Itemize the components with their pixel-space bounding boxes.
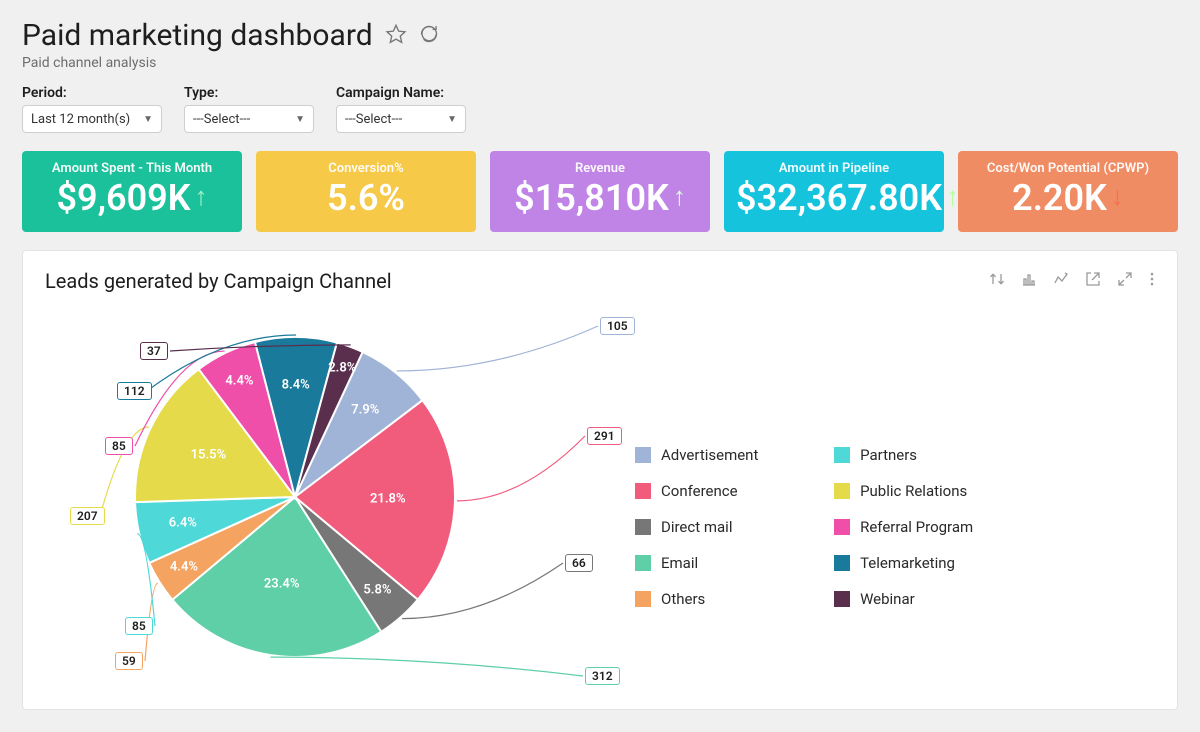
kpi-value: $9,609K↑ <box>56 180 207 218</box>
legend-swatch <box>834 555 850 571</box>
page-subtitle: Paid channel analysis <box>22 55 1178 71</box>
page-title: Paid marketing dashboard <box>22 18 373 53</box>
filter-select-1[interactable]: ---Select--- ▼ <box>184 105 314 133</box>
legend-item[interactable]: Telemarketing <box>834 554 973 572</box>
legend-swatch <box>635 483 651 499</box>
refresh-icon[interactable] <box>419 24 439 48</box>
legend-item[interactable]: Webinar <box>834 590 973 608</box>
slice-value-callout: 291 <box>587 427 622 445</box>
filter-bar: Period: Last 12 month(s) ▼ Type: ---Select--… <box>22 85 1178 133</box>
legend-swatch <box>635 591 651 607</box>
filter-label: Campaign Name: <box>336 85 466 101</box>
slice-value-callout: 207 <box>70 507 105 525</box>
trend-up-icon: ↑ <box>946 184 959 210</box>
favorite-icon[interactable] <box>385 23 407 49</box>
legend-swatch <box>834 519 850 535</box>
filter-label: Period: <box>22 85 162 101</box>
chart-toolbar <box>989 271 1155 291</box>
legend-label: Email <box>661 554 698 572</box>
legend-swatch <box>834 447 850 463</box>
slice-value-callout: 312 <box>585 667 620 685</box>
legend-swatch <box>635 519 651 535</box>
slice-value-callout: 105 <box>600 317 635 335</box>
trend-up-icon: ↑ <box>195 184 208 210</box>
kpi-card: Amount in Pipeline$32,367.80K↑ <box>724 151 944 232</box>
filter-value: ---Select--- <box>345 112 402 127</box>
kpi-title: Revenue <box>502 161 698 176</box>
pie-chart: 7.9%10521.8%2915.8%6623.4%3124.4%596.4%8… <box>45 297 605 697</box>
legend-swatch <box>834 483 850 499</box>
legend-label: Partners <box>860 446 917 464</box>
bar-chart-icon[interactable] <box>1021 271 1037 291</box>
legend-label: Referral Program <box>860 518 973 536</box>
kpi-title: Cost/Won Potential (CPWP) <box>970 161 1166 176</box>
legend-item[interactable]: Partners <box>834 446 973 464</box>
filter-label: Type: <box>184 85 314 101</box>
chart-title: Leads generated by Campaign Channel <box>45 269 392 293</box>
open-external-icon[interactable] <box>1085 271 1101 291</box>
kpi-card: Conversion% 5.6% <box>256 151 476 232</box>
chevron-down-icon: ▼ <box>295 114 305 125</box>
filter-select-0[interactable]: Last 12 month(s) ▼ <box>22 105 162 133</box>
legend-label: Conference <box>661 482 738 500</box>
legend-label: Others <box>661 590 705 608</box>
kpi-title: Amount Spent - This Month <box>34 161 230 176</box>
legend-label: Direct mail <box>661 518 732 536</box>
legend-item[interactable]: Referral Program <box>834 518 973 536</box>
kpi-row: Amount Spent - This Month $9,609K↑ Convers… <box>22 151 1178 232</box>
legend-item[interactable]: Public Relations <box>834 482 973 500</box>
legend-label: Advertisement <box>661 446 758 464</box>
kpi-card: Amount Spent - This Month $9,609K↑ <box>22 151 242 232</box>
slice-value-callout: 66 <box>565 554 593 572</box>
edit-chart-icon[interactable] <box>1053 271 1069 291</box>
legend-item[interactable]: Email <box>635 554 774 572</box>
kpi-value: $15,810K↑ <box>514 180 686 218</box>
chart-card: Leads generated by Campaign Channel <box>22 250 1178 710</box>
trend-up-icon: ↑ <box>673 184 686 210</box>
legend-label: Public Relations <box>860 482 967 500</box>
expand-icon[interactable] <box>1117 271 1133 291</box>
filter-value: Last 12 month(s) <box>31 112 130 127</box>
trend-down-icon: ↓ <box>1111 184 1124 210</box>
legend-swatch <box>635 447 651 463</box>
kpi-title: Conversion% <box>268 161 464 176</box>
kpi-title: Amount in Pipeline <box>736 161 932 176</box>
legend-swatch <box>834 591 850 607</box>
kpi-value: 2.20K↓ <box>1012 180 1124 218</box>
legend-item[interactable]: Advertisement <box>635 446 774 464</box>
kpi-value: $32,367.80K↑ <box>736 180 959 218</box>
filter-value: ---Select--- <box>193 112 250 127</box>
kpi-card: Revenue $15,810K↑ <box>490 151 710 232</box>
kpi-card: Cost/Won Potential (CPWP) 2.20K↓ <box>958 151 1178 232</box>
legend-swatch <box>635 555 651 571</box>
legend-item[interactable]: Direct mail <box>635 518 774 536</box>
chart-legend: Advertisement Partners Conference Public Re… <box>635 297 973 697</box>
legend-item[interactable]: Conference <box>635 482 774 500</box>
chevron-down-icon: ▼ <box>447 114 457 125</box>
more-menu-icon[interactable] <box>1149 271 1155 291</box>
slice-value-callout: 85 <box>105 437 133 455</box>
legend-label: Telemarketing <box>860 554 955 572</box>
sort-icon[interactable] <box>989 271 1005 291</box>
legend-label: Webinar <box>860 590 915 608</box>
filter-select-2[interactable]: ---Select--- ▼ <box>336 105 466 133</box>
kpi-value: 5.6% <box>327 180 405 218</box>
legend-item[interactable]: Others <box>635 590 774 608</box>
chevron-down-icon: ▼ <box>143 114 153 125</box>
